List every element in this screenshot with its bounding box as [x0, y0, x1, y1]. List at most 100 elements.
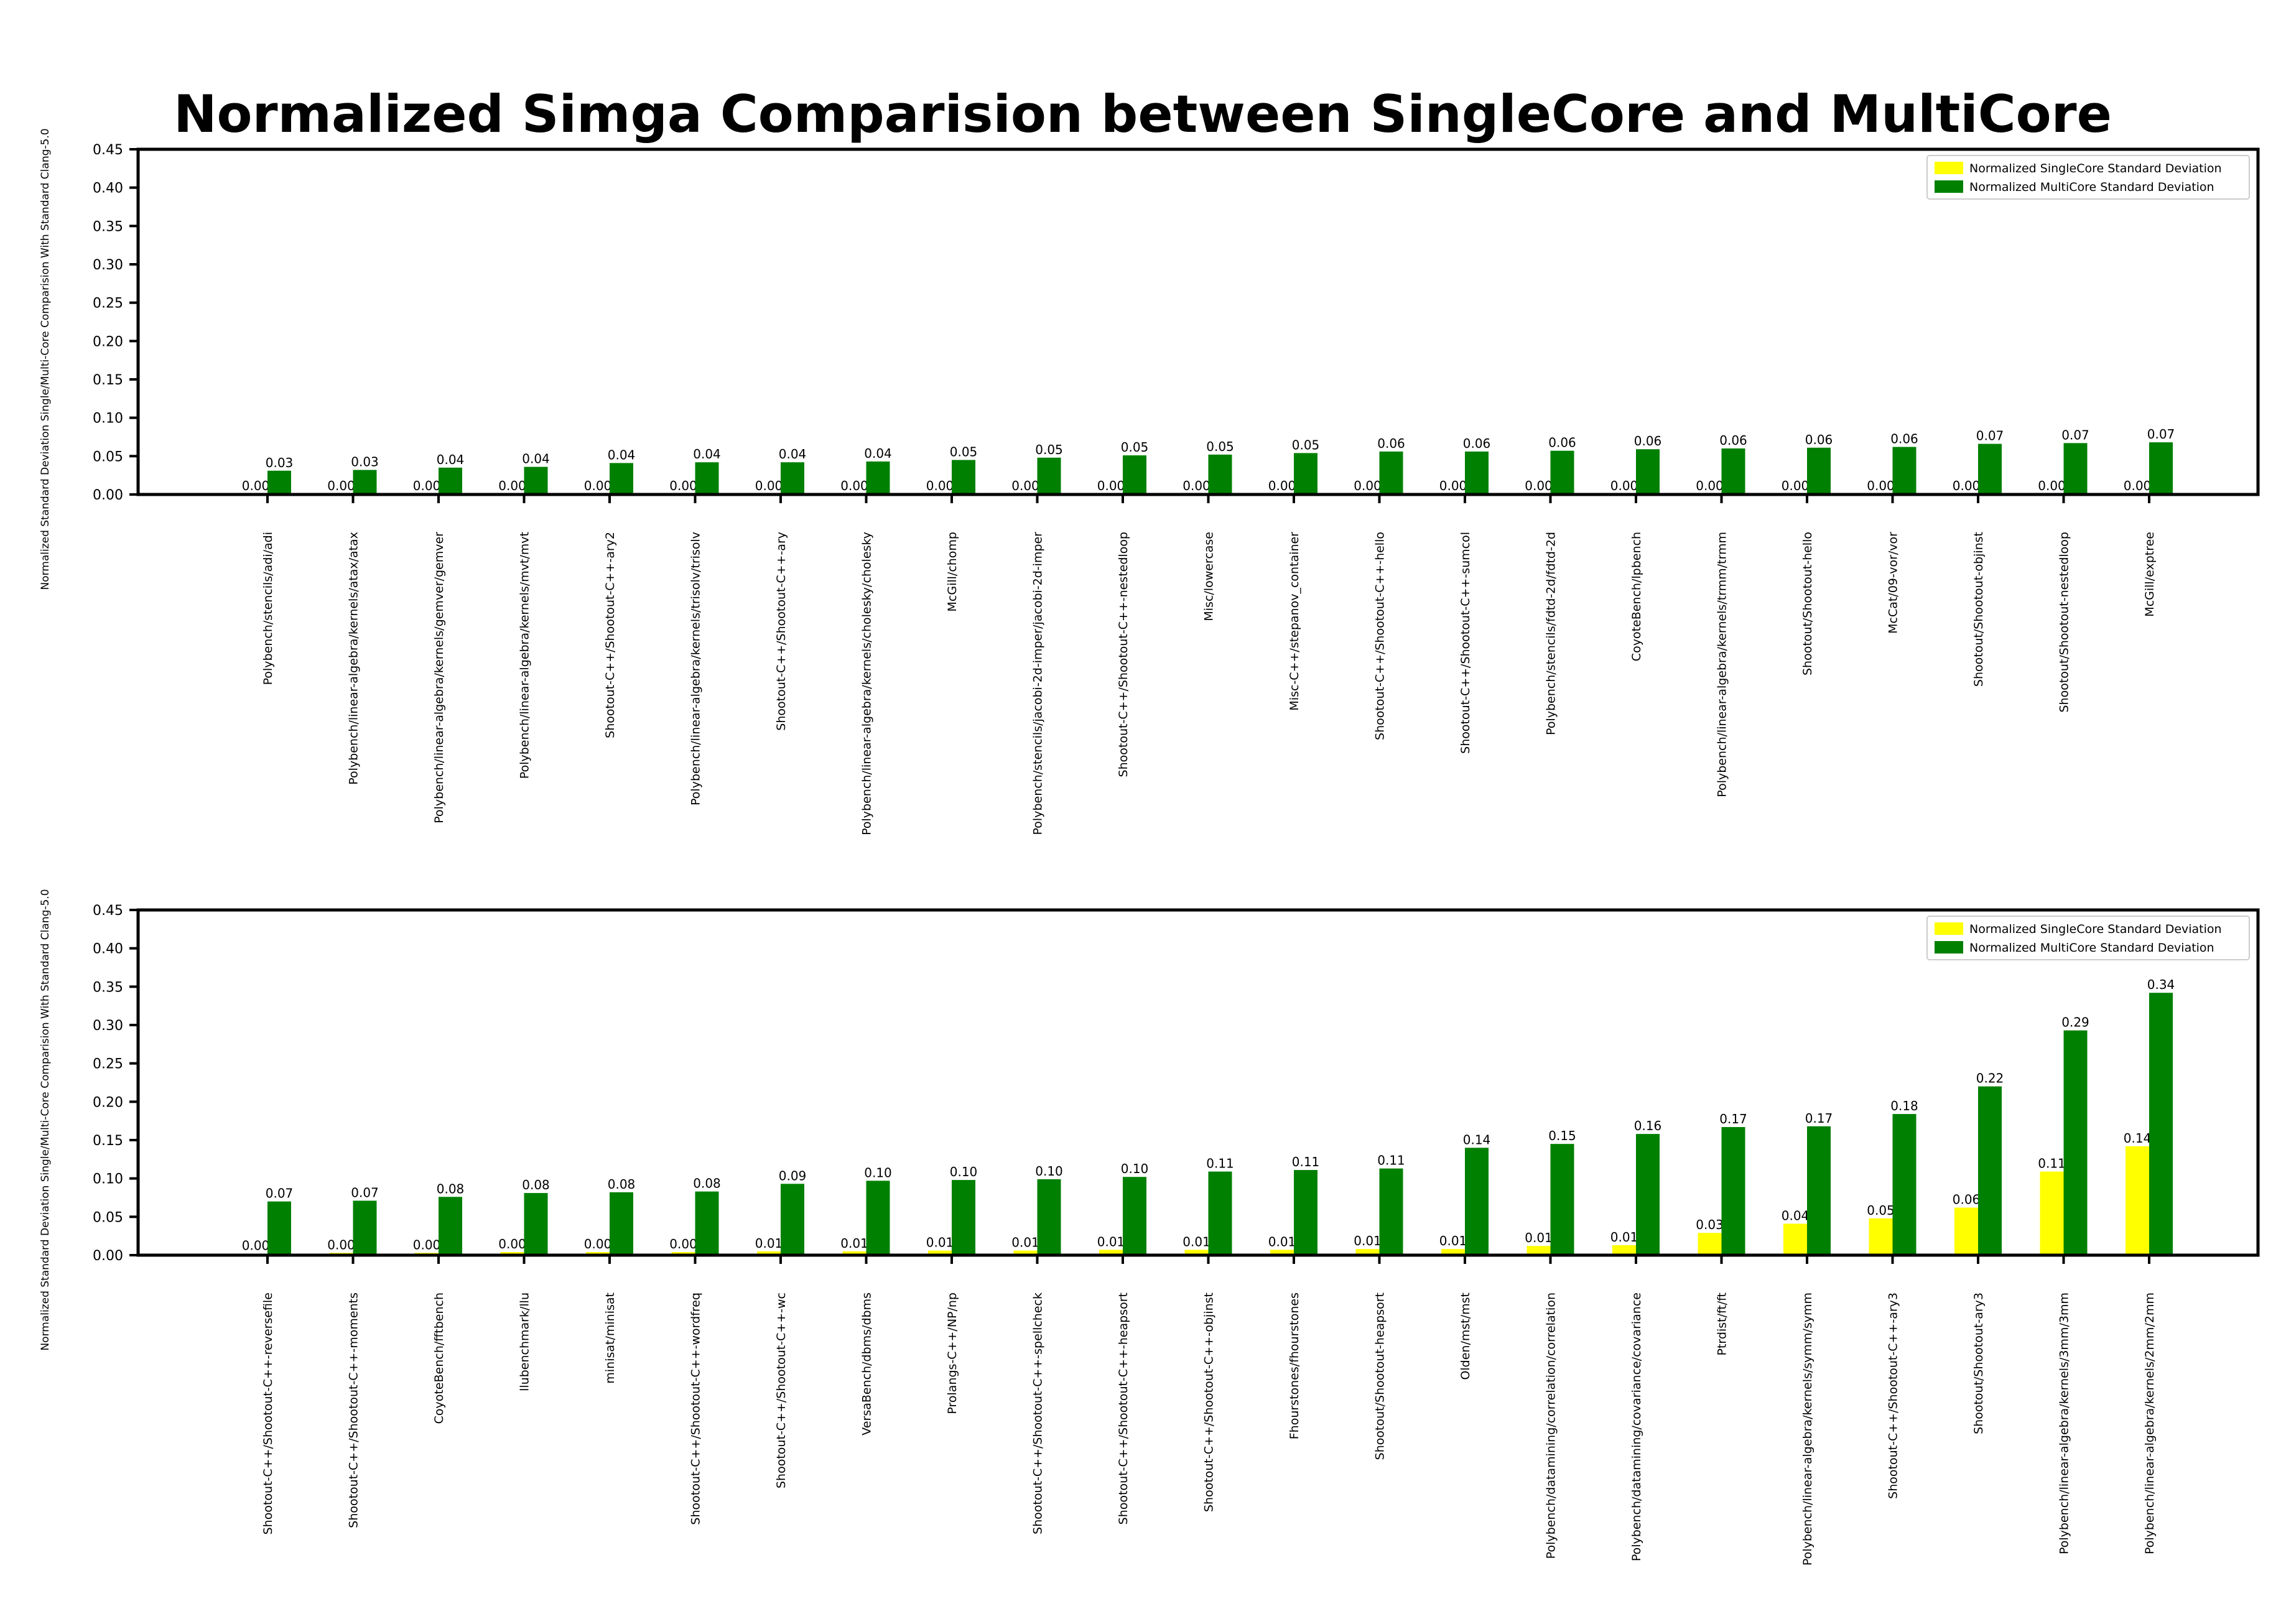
y-tick-label: 0.15: [93, 1133, 123, 1149]
bar-multicore: [1892, 1114, 1917, 1255]
bar-multicore: [2149, 442, 2173, 494]
category-label: Polybench/linear-algebra/kernels/2mm/2mm: [2143, 1292, 2157, 1554]
bar-singlecore: [1698, 1233, 1722, 1255]
value-label-multicore: 0.34: [2147, 977, 2175, 992]
bar-multicore: [610, 1192, 633, 1255]
bar-singlecore: [1099, 1250, 1123, 1255]
bar-singlecore: [1526, 1246, 1551, 1255]
value-label-multicore: 0.16: [1634, 1118, 1662, 1133]
bar-multicore: [353, 470, 377, 494]
value-label-multicore: 0.07: [351, 1185, 379, 1200]
bar-multicore: [1123, 455, 1146, 494]
value-label-multicore: 0.17: [1805, 1111, 1833, 1126]
value-label-singlecore: 0.00: [584, 1237, 612, 1251]
value-label-multicore: 0.07: [1976, 429, 2004, 443]
value-label-multicore: 0.05: [1121, 440, 1149, 455]
y-tick-label: 0.25: [93, 296, 123, 312]
bar-multicore: [2063, 443, 2088, 494]
legend: Normalized SingleCore Standard Deviation…: [1926, 155, 2250, 200]
category-label: Shootout-C++/Shootout-C++-moments: [347, 1292, 361, 1528]
bar-multicore: [1465, 1148, 1489, 1255]
category-label: McGill/exptree: [2143, 532, 2157, 617]
value-label-singlecore: 0.00: [327, 1237, 355, 1252]
value-label-singlecore: 0.00: [669, 1237, 697, 1251]
value-label-singlecore: 0.01: [1354, 1233, 1382, 1248]
value-label-multicore: 0.04: [864, 446, 892, 461]
category-label: Misc/lowercase: [1202, 532, 1216, 621]
bar-multicore: [952, 460, 975, 494]
value-label-multicore: 0.04: [522, 452, 550, 466]
bar-multicore: [1978, 443, 2002, 494]
value-label-multicore: 0.06: [1719, 433, 1747, 448]
value-label-multicore: 0.07: [2147, 427, 2175, 442]
bar-multicore: [2063, 1030, 2088, 1255]
bar-multicore: [781, 1184, 804, 1255]
value-label-multicore: 0.11: [1377, 1153, 1405, 1168]
category-label: Polybench/datamining/correlation/correla…: [1545, 1292, 1558, 1559]
value-label-multicore: 0.04: [693, 447, 721, 462]
value-label-singlecore: 0.00: [327, 478, 355, 493]
bar-singlecore: [1441, 1249, 1465, 1255]
legend-box: [1926, 916, 2250, 960]
y-tick-label: 0.20: [93, 334, 123, 350]
value-label-singlecore: 0.00: [242, 478, 270, 493]
value-label-multicore: 0.04: [437, 452, 465, 467]
bar-multicore: [866, 1181, 890, 1255]
category-label: Polybench/stencils/fdtd-2d/fdtd-2d: [1545, 532, 1558, 735]
category-label: Shootout/Shootout-objinst: [1972, 532, 1986, 687]
category-label: McCat/09-vor/vor: [1887, 532, 1900, 634]
value-label-singlecore: 0.01: [1011, 1235, 1039, 1250]
value-label-singlecore: 0.01: [840, 1236, 868, 1251]
category-label: Shootout/Shootout-nestedloop: [2058, 532, 2071, 713]
value-label-singlecore: 0.00: [413, 478, 441, 493]
legend-label-singlecore: Normalized SingleCore Standard Deviation: [1969, 922, 2222, 936]
category-label: Polybench/linear-algebra/kernels/gemver/…: [432, 532, 446, 824]
bar-multicore: [610, 463, 633, 494]
bar-multicore: [1807, 447, 1831, 494]
value-label-singlecore: 0.03: [1696, 1217, 1724, 1232]
bar-multicore: [866, 461, 890, 494]
bar-singlecore: [1355, 1249, 1380, 1255]
category-label: Shootout/Shootout-ary3: [1972, 1292, 1986, 1434]
category-label: llubenchmark/llu: [518, 1292, 532, 1391]
value-label-singlecore: 0.01: [1268, 1234, 1296, 1249]
category-label: CoyoteBench/lpbench: [1630, 532, 1643, 661]
value-label-multicore: 0.06: [1805, 432, 1833, 447]
value-label-multicore: 0.18: [1890, 1098, 1918, 1113]
value-label-singlecore: 0.00: [584, 478, 612, 493]
bar-multicore: [1208, 1171, 1232, 1255]
category-label: Shootout-C++/Shootout-C++-wc: [774, 1292, 788, 1488]
value-label-singlecore: 0.00: [1011, 478, 1039, 493]
value-label-multicore: 0.10: [864, 1165, 892, 1180]
value-label-multicore: 0.08: [522, 1177, 550, 1192]
bar-multicore: [524, 466, 548, 494]
value-label-singlecore: 0.00: [755, 478, 783, 493]
value-label-multicore: 0.05: [1035, 442, 1063, 457]
plot-frame: [136, 908, 2260, 1257]
bar-multicore: [524, 1193, 548, 1255]
bar-multicore: [695, 462, 719, 494]
category-label: Shootout-C++/Shootout-C++-sumcol: [1459, 532, 1472, 754]
bar-multicore: [267, 1201, 291, 1255]
value-label-multicore: 0.04: [608, 447, 636, 462]
bar-multicore: [353, 1200, 377, 1255]
legend-swatch-singlecore: [1935, 922, 1963, 935]
bar-multicore: [1465, 451, 1489, 494]
bar-singlecore: [1954, 1207, 1978, 1255]
legend-swatch-multicore: [1935, 180, 1963, 193]
value-label-multicore: 0.05: [1206, 439, 1234, 454]
value-label-singlecore: 0.01: [1097, 1234, 1125, 1249]
value-label-singlecore: 0.01: [755, 1236, 783, 1251]
value-label-singlecore: 0.00: [1354, 478, 1382, 493]
value-label-singlecore: 0.01: [1182, 1234, 1210, 1249]
category-label: Shootout-C++/Shootout-C++-ary: [774, 532, 788, 731]
bar-singlecore: [1270, 1250, 1294, 1255]
chart-bottom: Normalized Standard Deviation Single/Mul…: [39, 889, 2260, 1566]
value-label-singlecore: 0.00: [242, 1238, 270, 1253]
bar-singlecore: [1783, 1223, 1807, 1255]
value-label-multicore: 0.06: [1634, 434, 1662, 448]
figure-title: Normalized Simga Comparision between Sin…: [174, 84, 2112, 144]
legend-swatch-multicore: [1935, 941, 1963, 954]
y-tick-label: 0.45: [93, 142, 123, 158]
